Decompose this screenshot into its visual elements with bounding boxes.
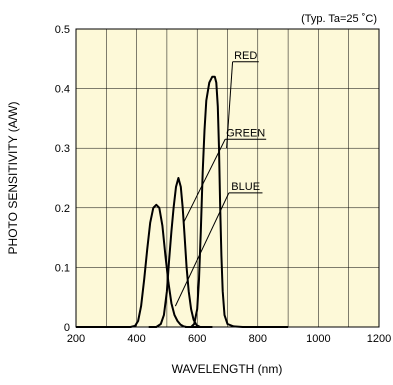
x-axis-tick-labels: 200 400 600 800 1000 1200 — [67, 333, 391, 345]
x-tick-label: 800 — [249, 333, 267, 345]
annotation-red-leader — [226, 61, 234, 149]
y-tick-label: 0.5 — [55, 24, 70, 36]
conditions-note: (Typ. Ta=25 ˚C) — [301, 13, 377, 25]
annotation-green-leader — [183, 139, 226, 223]
plot-area-frame — [75, 28, 380, 328]
x-axis-label: WAVELENGTH (nm) — [172, 362, 283, 376]
y-tick-label: 0 — [64, 322, 70, 334]
series-line-green — [148, 177, 213, 328]
series-annotations: RED GREEN BLUE — [174, 50, 267, 307]
y-tick-label: 0.3 — [55, 143, 70, 155]
y-tick-label: 0.1 — [55, 262, 70, 274]
y-tick-label: 0.4 — [55, 84, 70, 96]
annotation-blue-leader — [174, 192, 230, 307]
x-tick-label: 200 — [67, 333, 85, 345]
gridlines — [76, 29, 379, 327]
x-tick-label: 400 — [127, 333, 145, 345]
y-tick-label: 0.2 — [55, 203, 70, 215]
annotation-green-label: GREEN — [226, 127, 265, 139]
x-tick-label: 600 — [188, 333, 206, 345]
annotation-blue-label: BLUE — [231, 181, 260, 193]
x-tick-label: 1000 — [306, 333, 330, 345]
series-line-red — [185, 75, 289, 328]
x-tick-label: 1200 — [367, 333, 391, 345]
y-axis-tick-labels: 0 0.1 0.2 0.3 0.4 0.5 — [55, 24, 70, 334]
y-axis-label: PHOTO SENSITIVITY (A/W) — [6, 102, 20, 255]
annotation-red-label: RED — [234, 50, 257, 62]
